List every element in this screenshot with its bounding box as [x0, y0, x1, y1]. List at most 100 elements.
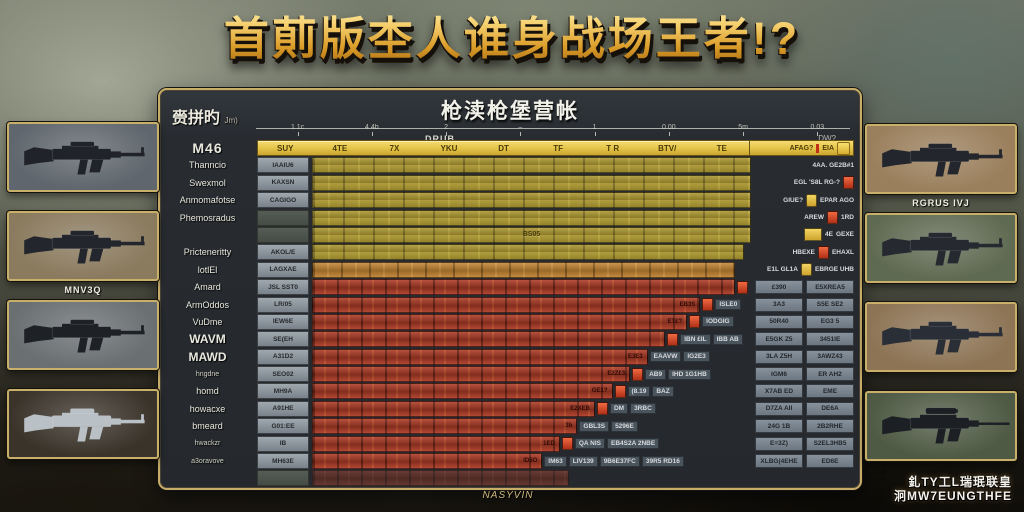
row-right-area — [751, 470, 854, 486]
stat-bar: E2XEB — [312, 400, 595, 417]
header-cell: BTV/ — [658, 143, 677, 153]
weapon-card-caption — [865, 376, 1017, 387]
weapon-card-caption: RGRUS IVJ — [912, 198, 970, 208]
row-right-area: 4E GEXE — [751, 227, 854, 243]
weapon-card-caption: MNV3Q — [64, 285, 102, 295]
stat-value-box: IGM6 — [755, 367, 803, 382]
value-chip: AB9 — [645, 368, 667, 380]
axis-ruler: 1.1c 4.4b 2–1 0.00 5m 0.03 — [256, 124, 850, 136]
header-right-label: AFAG? — [789, 144, 814, 152]
header-red-tick — [816, 143, 820, 153]
table-header-row: SUY 4TE 7X YKU DT TF T R BTV/TE AFAG? EIA — [257, 140, 854, 156]
row-label-box: MH63E — [257, 453, 309, 470]
axis-tick: 1 — [553, 124, 636, 136]
row-label-box: G01:EE — [257, 418, 309, 435]
value-chip: GBL3S — [579, 420, 610, 432]
bar-end-badge-icon — [614, 384, 626, 398]
row-name-label: lotlEl — [197, 264, 218, 275]
header-right-label2: EIA — [822, 144, 834, 152]
value-chip: EB4S2A 2NBE — [606, 438, 660, 450]
table-row: MH63E ID5O IM63 LIV139 9B6E37FC 39R5 RD16 XLBG… — [257, 453, 854, 470]
bar-track: IBN £IL IBB AB — [312, 331, 751, 348]
value-chip: 9B6E37FC — [599, 455, 640, 467]
header-right-area: AFAG? EIA — [750, 140, 854, 156]
stats-rows: SUY 4TE 7X YKU DT TF T R BTV/TE AFAG? EIA IAAIU6 4A… — [257, 140, 854, 488]
row-name-label: M46 — [192, 140, 223, 156]
row-name-label: howacxe — [189, 403, 226, 414]
table-row: KAXSN EGL 'S8L RG-? — [257, 174, 854, 191]
row-name-label: hngdne — [195, 370, 220, 378]
row-name-label: Swexmol — [189, 177, 226, 188]
header-cell: SUY — [277, 143, 294, 153]
row-right-text: GEXE — [835, 231, 854, 239]
axis-tick: 5m — [702, 124, 785, 136]
header-bar: SUY 4TE 7X YKU DT TF T R BTV/TE — [257, 140, 750, 156]
stat-bar: 1ED — [312, 435, 560, 452]
stat-value-box: 3451IE — [806, 332, 854, 347]
stat-value-box: EG3 5 — [806, 314, 854, 329]
row-label-box: SE(EH — [257, 331, 309, 348]
rifle-image — [882, 407, 1010, 444]
rifle-image — [24, 408, 145, 442]
row-name-label — [160, 227, 255, 243]
row-right-area: E5GK Z5 3451IE — [751, 331, 854, 347]
bar-track: ET£? IODGIG — [312, 313, 751, 330]
row-name-gutter: M46 Thanncio Swexmol Anmomafotse Phemosradus… — [160, 140, 255, 470]
bar-track — [312, 174, 751, 191]
row-right-area: 50R40 EG3 5 — [751, 314, 854, 330]
stat-bar — [312, 331, 666, 348]
bar-end-badge-icon — [596, 402, 608, 416]
bar-track: BS05 — [312, 226, 751, 243]
row-label-box: A31D2 — [257, 348, 309, 365]
header-cell: 4TE — [332, 143, 348, 153]
stat-value-box: 24G 1B — [755, 419, 803, 434]
weapon-card-right-3 — [865, 302, 1017, 372]
stat-value-box: 50R40 — [755, 314, 803, 329]
bar-inline-note: ID5O — [523, 458, 538, 465]
bar-track — [312, 157, 751, 174]
bar-inline-note: E2XEB — [570, 405, 590, 412]
row-right-area: GIUE? EPAR AGO — [751, 192, 854, 208]
row-label-box: LR/05 — [257, 296, 309, 313]
row-name-label: homd — [196, 386, 219, 397]
stat-bar: BS05 — [312, 226, 751, 243]
corner-label-text: 赍拼旳 — [172, 110, 221, 127]
row-right-area: 4AA. GE2B#1 — [751, 157, 854, 173]
stat-value-box: ER AH2 — [806, 367, 854, 382]
row-label-box: SEO02 — [257, 366, 309, 383]
header-cell: TE — [716, 143, 727, 153]
bar-track — [312, 209, 751, 226]
axis-caption-right: DW? — [818, 134, 836, 143]
value-chip: IM63 — [544, 455, 567, 467]
row-right-area: XLBG(4EHE ED6E — [751, 453, 854, 469]
bar-track: EB3S ISLE0 — [312, 296, 751, 313]
bar-track — [312, 244, 751, 261]
axis-line — [256, 128, 850, 129]
weapon-card-caption — [7, 463, 159, 474]
weapon-card-left-4 — [7, 389, 159, 459]
value-chip: 39R5 RD16 — [641, 455, 684, 467]
stat-value-box: ED6E — [806, 454, 854, 469]
stat-bar — [312, 261, 736, 278]
header-yellow-swatch-icon — [837, 141, 850, 155]
stat-value-box: DE6A — [806, 401, 854, 416]
row-right-area: IGM6 ER AH2 — [751, 366, 854, 382]
stat-bar — [312, 470, 569, 487]
bar-inline-text: BS05 — [522, 231, 541, 239]
stat-value-box: S2EL3HB5 — [806, 436, 854, 451]
row-name-label: hwackzr — [194, 440, 221, 448]
value-chip: LIV139 — [568, 455, 598, 467]
weapon-card-left-1 — [7, 122, 159, 192]
stat-value-box: 3A3 — [755, 297, 803, 312]
row-right-area: AREW 1RD — [751, 210, 854, 226]
bar-inline-note: E2Z£3 — [607, 371, 626, 378]
bar-inline-note: 1ED — [543, 440, 555, 447]
bar-end-badge-icon — [561, 437, 573, 451]
value-chip: IBB AB — [712, 333, 743, 345]
value-chip: 3RBC — [630, 403, 656, 415]
axis-tick: 0.03 — [776, 124, 859, 136]
table-row: IAAIU6 4AA. GE2B#1 — [257, 157, 854, 174]
row-label-box — [257, 209, 309, 226]
row-right-text: AREW — [804, 214, 824, 222]
row-name-label: Thanncio — [188, 160, 227, 171]
